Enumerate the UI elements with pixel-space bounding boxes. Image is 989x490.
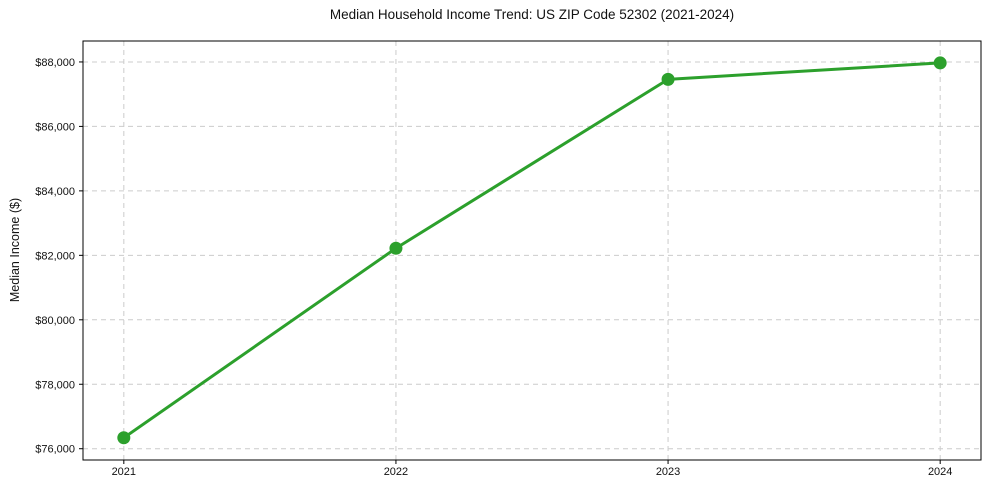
y-tick-label: $82,000 bbox=[35, 250, 75, 262]
income-trend-line bbox=[122, 61, 942, 440]
x-tick-label: 2023 bbox=[656, 466, 680, 478]
data-point bbox=[389, 241, 403, 255]
chart-title: Median Household Income Trend: US ZIP Co… bbox=[329, 7, 735, 22]
y-tick-label: $80,000 bbox=[35, 315, 75, 327]
x-tick-label: 2021 bbox=[112, 466, 136, 478]
x-tick-label: 2024 bbox=[928, 466, 952, 478]
y-tick-label: $76,000 bbox=[35, 444, 75, 456]
data-point bbox=[933, 56, 947, 70]
y-tick-label: $84,000 bbox=[35, 186, 75, 198]
y-tick-label: $86,000 bbox=[35, 121, 75, 133]
x-tick-label: 2022 bbox=[384, 466, 408, 478]
data-point bbox=[117, 431, 131, 445]
y-tick-label: $88,000 bbox=[35, 57, 75, 69]
data-point bbox=[661, 72, 675, 86]
y-tick-label: $78,000 bbox=[35, 379, 75, 391]
plot-frame bbox=[82, 40, 982, 461]
